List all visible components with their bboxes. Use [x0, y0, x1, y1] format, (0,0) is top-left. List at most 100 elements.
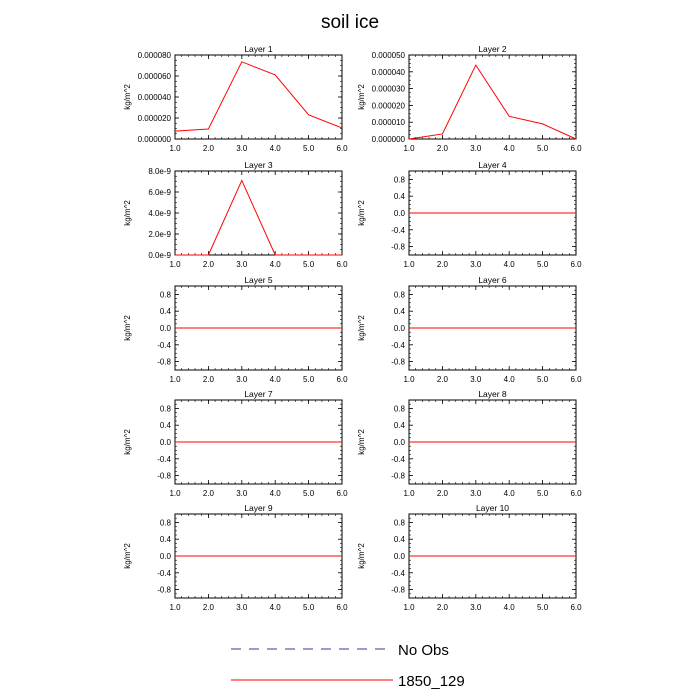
series-line-1850_129 — [175, 179, 342, 256]
panel-layer-3: 1.0 2.0 3.0 4.0 5.0 6.0 0.0e-9 2.0e-9 4.0e-9 6.0e… — [123, 160, 348, 269]
x-tick-label: 2.0 — [203, 489, 215, 498]
x-tick-label: 1.0 — [169, 260, 181, 269]
y-tick-label: 0.8 — [160, 518, 172, 527]
x-tick-label: 2.0 — [437, 144, 449, 153]
x-tick-label: 3.0 — [470, 375, 482, 384]
x-tick-label: 3.0 — [470, 144, 482, 153]
panel-title: Layer 4 — [478, 160, 507, 170]
x-tick-label: 1.0 — [169, 603, 181, 612]
y-tick-label: 0.000050 — [372, 51, 406, 60]
legend-label-no-obs: No Obs — [398, 642, 449, 659]
legend-label-1850-129: 1850_129 — [398, 673, 465, 690]
x-tick-label: 1.0 — [403, 144, 415, 153]
panel-title: Layer 6 — [478, 275, 507, 285]
y-tick-label: 0.4 — [394, 535, 406, 544]
plot-frame — [408, 54, 577, 140]
y-tick-label: -0.8 — [391, 358, 405, 367]
plot-frame — [174, 54, 343, 140]
x-tick-label: 1.0 — [169, 144, 181, 153]
y-tick-label: -0.8 — [157, 358, 171, 367]
panel-title: Layer 5 — [244, 275, 273, 285]
y-tick-label: 0.4 — [160, 421, 172, 430]
panel-title: Layer 9 — [244, 503, 273, 513]
panel-layer-4: 1.0 2.0 3.0 4.0 5.0 6.0 -0.8 -0.4 0.0 0.4 0.8 Layer… — [357, 160, 582, 269]
y-tick-label: 0.0e-9 — [148, 251, 171, 260]
y-axis-label: kg/m^2 — [123, 315, 132, 341]
y-axis-label: kg/m^2 — [123, 543, 132, 569]
y-tick-label: 0.0 — [394, 209, 406, 218]
y-tick-label: 0.0 — [394, 552, 406, 561]
panel-layer-6: 1.0 2.0 3.0 4.0 5.0 6.0 -0.8 -0.4 0.0 0.4 0.8 Layer… — [357, 275, 582, 384]
x-tick-label: 6.0 — [570, 375, 582, 384]
x-tick-label: 4.0 — [270, 603, 282, 612]
x-tick-label: 1.0 — [403, 260, 415, 269]
y-tick-label: 0.000000 — [372, 135, 406, 144]
x-tick-label: 3.0 — [236, 144, 248, 153]
panel-title: Layer 2 — [478, 44, 507, 54]
y-tick-label: -0.8 — [391, 586, 405, 595]
plot-frame — [174, 170, 343, 256]
y-tick-label: 0.000020 — [138, 114, 172, 123]
x-tick-label: 2.0 — [437, 603, 449, 612]
y-tick-label: -0.4 — [391, 226, 405, 235]
y-tick-label: -0.4 — [157, 455, 171, 464]
x-tick-label: 4.0 — [270, 260, 282, 269]
y-tick-label: -0.8 — [157, 586, 171, 595]
y-axis-label: kg/m^2 — [357, 429, 366, 455]
y-tick-label: 0.4 — [394, 421, 406, 430]
legend: No Obs 1850_129 — [231, 642, 465, 690]
panel-layer-1: 1.0 2.0 3.0 4.0 5.0 6.0 0.000000 0.000020 0.0000… — [123, 44, 348, 153]
x-tick-label: 5.0 — [303, 144, 315, 153]
y-tick-label: 0.0 — [160, 324, 172, 333]
y-tick-label: 6.0e-9 — [148, 188, 171, 197]
x-tick-label: 6.0 — [570, 260, 582, 269]
y-tick-label: 0.000020 — [372, 101, 406, 110]
panel-layer-5: 1.0 2.0 3.0 4.0 5.0 6.0 -0.8 -0.4 0.0 0.4 0.8 Layer… — [123, 275, 348, 384]
y-tick-label: -0.4 — [157, 341, 171, 350]
y-axis-label: kg/m^2 — [357, 543, 366, 569]
x-tick-label: 4.0 — [504, 260, 516, 269]
y-axis-label: kg/m^2 — [123, 200, 132, 226]
panel-title: Layer 8 — [478, 389, 507, 399]
x-tick-label: 3.0 — [470, 260, 482, 269]
panel-title: Layer 10 — [476, 503, 509, 513]
x-tick-label: 3.0 — [236, 375, 248, 384]
x-tick-label: 6.0 — [570, 603, 582, 612]
panel-title: Layer 7 — [244, 389, 273, 399]
y-axis-label: kg/m^2 — [357, 84, 366, 110]
y-tick-label: -0.4 — [157, 569, 171, 578]
y-axis-label: kg/m^2 — [357, 315, 366, 341]
y-tick-label: 0.8 — [394, 518, 406, 527]
x-tick-label: 4.0 — [270, 375, 282, 384]
x-tick-label: 5.0 — [303, 375, 315, 384]
x-tick-label: 3.0 — [236, 489, 248, 498]
x-tick-label: 6.0 — [336, 375, 348, 384]
y-tick-label: 0.0 — [394, 324, 406, 333]
x-tick-label: 5.0 — [303, 489, 315, 498]
y-tick-label: -0.4 — [391, 569, 405, 578]
x-tick-label: 2.0 — [203, 375, 215, 384]
y-tick-label: 0.4 — [394, 192, 406, 201]
x-tick-label: 4.0 — [504, 375, 516, 384]
y-tick-label: 8.0e-9 — [148, 167, 171, 176]
x-tick-label: 4.0 — [270, 489, 282, 498]
y-tick-label: 0.8 — [394, 290, 406, 299]
y-tick-label: -0.8 — [391, 472, 405, 481]
panel-layer-10: 1.0 2.0 3.0 4.0 5.0 6.0 -0.8 -0.4 0.0 0.4 0.8 Layer… — [357, 503, 582, 612]
y-tick-label: -0.4 — [391, 341, 405, 350]
y-tick-label: 0.0 — [160, 552, 172, 561]
x-tick-label: 5.0 — [303, 260, 315, 269]
panel-layer-2: 1.0 2.0 3.0 4.0 5.0 6.0 0.000000 0.000010 0.0000… — [357, 44, 582, 153]
panel-title: Layer 3 — [244, 160, 273, 170]
y-tick-label: 0.000060 — [138, 72, 172, 81]
x-tick-label: 5.0 — [537, 489, 549, 498]
y-axis-label: kg/m^2 — [123, 429, 132, 455]
y-tick-label: 0.000030 — [372, 85, 406, 94]
x-tick-label: 4.0 — [504, 144, 516, 153]
y-tick-label: 0.8 — [394, 404, 406, 413]
y-tick-label: 0.8 — [394, 175, 406, 184]
x-tick-label: 3.0 — [470, 489, 482, 498]
x-tick-label: 1.0 — [403, 489, 415, 498]
x-tick-label: 5.0 — [537, 144, 549, 153]
figure-title: soil ice — [321, 12, 379, 33]
